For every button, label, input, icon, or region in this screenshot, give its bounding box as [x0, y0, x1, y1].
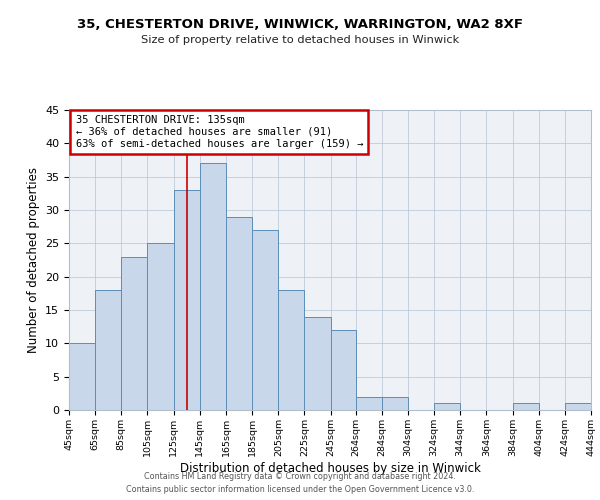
Bar — [565, 404, 591, 410]
Bar — [226, 216, 252, 410]
Bar — [173, 190, 200, 410]
Text: 35, CHESTERTON DRIVE, WINWICK, WARRINGTON, WA2 8XF: 35, CHESTERTON DRIVE, WINWICK, WARRINGTO… — [77, 18, 523, 30]
Text: Contains public sector information licensed under the Open Government Licence v3: Contains public sector information licen… — [126, 485, 474, 494]
Bar — [121, 256, 148, 410]
Text: Contains HM Land Registry data © Crown copyright and database right 2024.: Contains HM Land Registry data © Crown c… — [144, 472, 456, 481]
Bar — [331, 330, 356, 410]
Bar — [95, 290, 121, 410]
Bar — [512, 404, 539, 410]
Bar — [278, 290, 304, 410]
Bar — [382, 396, 408, 410]
X-axis label: Distribution of detached houses by size in Winwick: Distribution of detached houses by size … — [179, 462, 481, 474]
Bar — [200, 164, 226, 410]
Bar — [356, 396, 382, 410]
Bar — [148, 244, 173, 410]
Bar — [434, 404, 460, 410]
Bar — [252, 230, 278, 410]
Y-axis label: Number of detached properties: Number of detached properties — [26, 167, 40, 353]
Bar — [69, 344, 95, 410]
Bar — [304, 316, 331, 410]
Text: 35 CHESTERTON DRIVE: 135sqm
← 36% of detached houses are smaller (91)
63% of sem: 35 CHESTERTON DRIVE: 135sqm ← 36% of det… — [76, 116, 363, 148]
Text: Size of property relative to detached houses in Winwick: Size of property relative to detached ho… — [141, 35, 459, 45]
